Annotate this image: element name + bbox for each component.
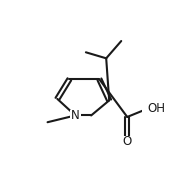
Bar <box>70 110 81 121</box>
Bar <box>123 137 132 147</box>
Text: OH: OH <box>147 102 165 115</box>
Text: N: N <box>71 109 80 122</box>
Bar <box>141 103 153 114</box>
Text: O: O <box>123 135 132 148</box>
